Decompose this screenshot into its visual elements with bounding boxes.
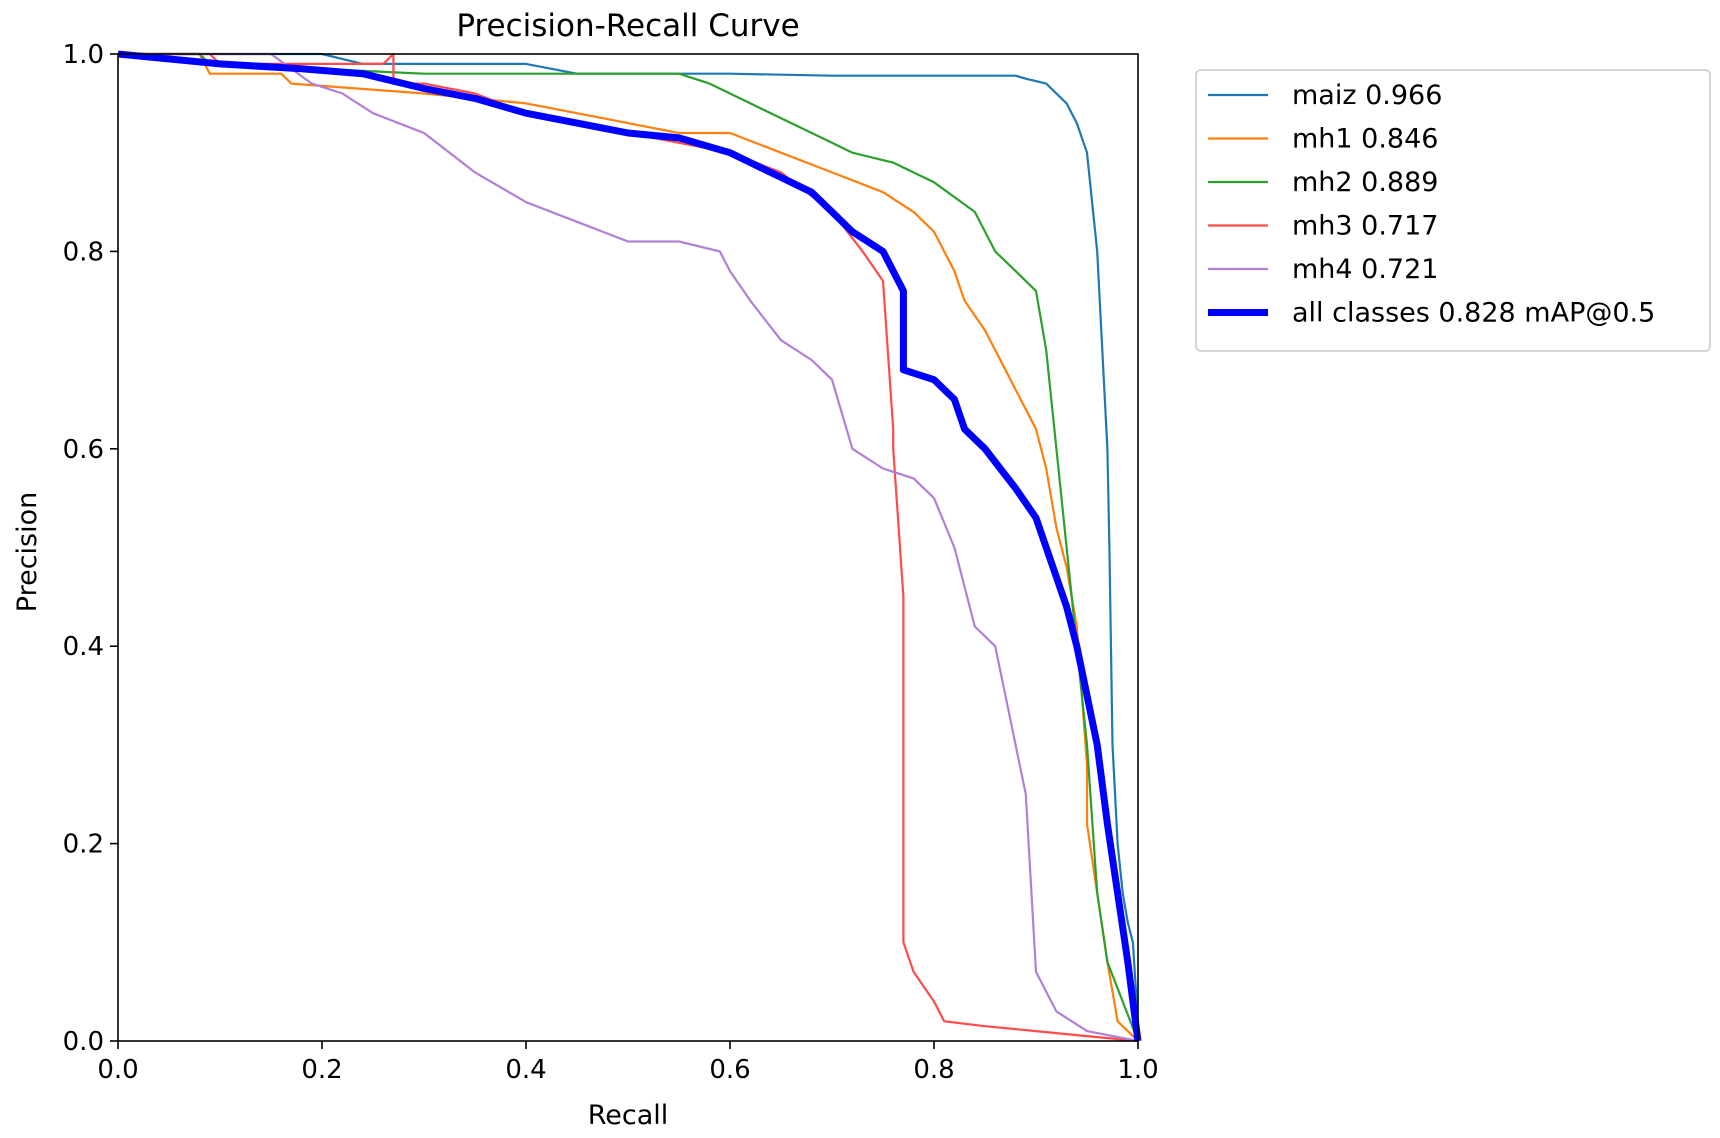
- y-tick-label: 0.6: [63, 435, 104, 465]
- x-axis-ticks: 0.0 0.2 0.4 0.6 0.8 1.0: [97, 1041, 1159, 1085]
- x-tick-label: 0.6: [709, 1055, 750, 1085]
- legend-label: all classes 0.828 mAP@0.5: [1292, 298, 1655, 329]
- x-axis-label: Recall: [588, 1100, 669, 1131]
- legend-label: mh1 0.846: [1292, 124, 1438, 155]
- legend-label: mh2 0.889: [1292, 167, 1438, 198]
- legend-label: mh3 0.717: [1292, 211, 1438, 242]
- y-tick-label: 1.0: [63, 40, 104, 70]
- x-tick-label: 0.8: [913, 1055, 954, 1085]
- x-tick-label: 0.2: [301, 1055, 342, 1085]
- x-tick-label: 0.4: [505, 1055, 546, 1085]
- series-line-mh4: [118, 52, 1139, 1043]
- y-tick-label: 0.4: [63, 632, 104, 662]
- y-tick-label: 0.2: [63, 830, 104, 860]
- chart-title: Precision-Recall Curve: [456, 8, 799, 44]
- y-tick-label: 0.8: [63, 237, 104, 267]
- legend: maiz 0.966 mh1 0.846 mh2 0.889 mh3 0.717 mh4…: [1195, 69, 1711, 352]
- series-line-all-classes: [117, 50, 1142, 1042]
- legend-frame: [1195, 69, 1711, 352]
- y-axis-label: Precision: [12, 492, 43, 612]
- series-line-mh3: [118, 52, 1139, 1043]
- x-tick-label: 0.0: [97, 1055, 138, 1085]
- series-line-maiz: [118, 52, 1140, 1042]
- series-line-mh1: [118, 52, 1139, 1042]
- y-axis-ticks: 0.0 0.2 0.4 0.6 0.8 1.0: [63, 40, 118, 1057]
- legend-label: maiz 0.966: [1292, 80, 1442, 111]
- x-tick-label: 1.0: [1117, 1055, 1158, 1085]
- plot-area: [117, 50, 1142, 1043]
- legend-label: mh4 0.721: [1292, 254, 1438, 285]
- plot-frame: [117, 53, 1139, 1042]
- series-line-mh2: [118, 52, 1140, 1042]
- y-tick-label: 0.0: [63, 1027, 104, 1057]
